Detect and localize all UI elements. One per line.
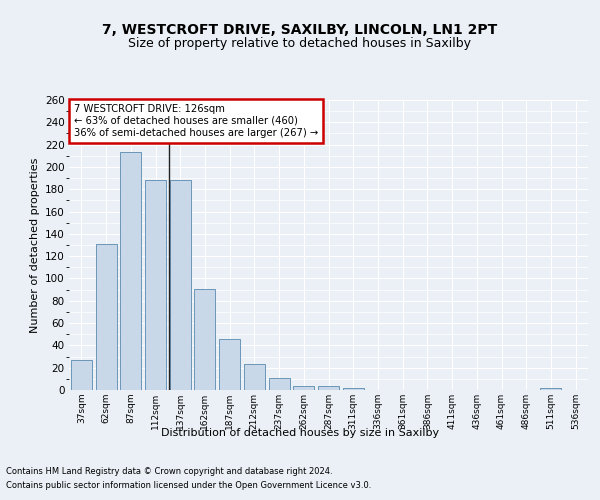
Text: Contains HM Land Registry data © Crown copyright and database right 2024.: Contains HM Land Registry data © Crown c… (6, 468, 332, 476)
Bar (343, 388, 364, 390)
Text: Contains public sector information licensed under the Open Government Licence v3: Contains public sector information licen… (6, 481, 371, 490)
Bar (269, 378, 290, 390)
Text: Distribution of detached houses by size in Saxilby: Distribution of detached houses by size … (161, 428, 439, 438)
Bar (318, 386, 339, 390)
Bar (541, 388, 562, 390)
Bar (95, 244, 116, 390)
Bar (71, 360, 92, 390)
Bar (120, 152, 141, 390)
Text: 7 WESTCROFT DRIVE: 126sqm
← 63% of detached houses are smaller (460)
36% of semi: 7 WESTCROFT DRIVE: 126sqm ← 63% of detac… (74, 104, 319, 138)
Text: 7, WESTCROFT DRIVE, SAXILBY, LINCOLN, LN1 2PT: 7, WESTCROFT DRIVE, SAXILBY, LINCOLN, LN… (103, 22, 497, 36)
Bar (293, 386, 314, 390)
Bar (145, 180, 166, 390)
Text: Size of property relative to detached houses in Saxilby: Size of property relative to detached ho… (128, 38, 472, 51)
Bar (219, 338, 240, 390)
Bar (170, 180, 191, 390)
Bar (194, 288, 215, 390)
Bar (244, 364, 265, 390)
Y-axis label: Number of detached properties: Number of detached properties (29, 158, 40, 332)
